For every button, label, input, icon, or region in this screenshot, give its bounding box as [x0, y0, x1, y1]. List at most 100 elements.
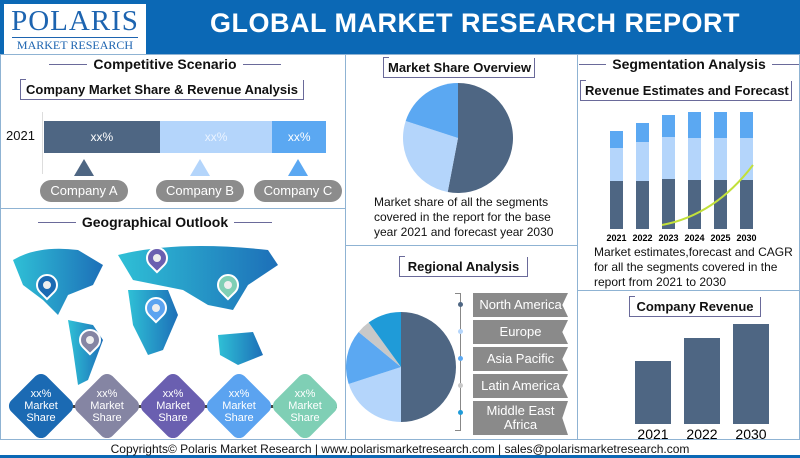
region-dot: [458, 302, 463, 307]
logo-bottom: MARKET RESEARCH: [12, 37, 138, 52]
market-share-label: xx% Market Share: [11, 388, 71, 424]
pie-slice: [401, 312, 456, 422]
market-share-label: xx% Market Share: [275, 388, 335, 424]
market-share-text: xx%: [162, 388, 184, 400]
regional-title: Regional Analysis: [399, 256, 528, 277]
stacked-bar-segment: [610, 131, 623, 148]
market-share-text: Market: [90, 400, 124, 412]
stacked-bar-segment: [688, 180, 701, 229]
x-tick-label: 2030: [736, 233, 756, 243]
axis-line: [42, 112, 43, 174]
stacked-bar-segment: [740, 112, 753, 138]
pin-dot: [222, 279, 234, 291]
region-dot: [458, 329, 463, 334]
world-map: [13, 246, 278, 385]
pin-dot: [84, 334, 96, 346]
company-label: Company A: [40, 180, 128, 202]
triangle-marker: [190, 159, 210, 176]
logo: POLARIS MARKET RESEARCH: [4, 4, 146, 54]
bracket: [455, 293, 461, 431]
revenue-bar: [733, 324, 769, 424]
competitive-title: Competitive Scenario: [30, 56, 300, 72]
stacked-bar-segment: [636, 142, 649, 181]
pie-slice: [403, 121, 458, 193]
market-share-text: xx%: [30, 388, 52, 400]
region-dot: [458, 410, 463, 415]
share-segment: xx%: [272, 121, 326, 153]
pie-slice: [346, 331, 401, 384]
company-revenue-title: Company Revenue: [629, 296, 761, 317]
region-tag: Asia Pacific: [473, 347, 568, 371]
header: POLARIS MARKET RESEARCH GLOBAL MARKET RES…: [0, 0, 800, 54]
market-share-text: xx%: [96, 388, 118, 400]
region-tag: Europe: [473, 320, 568, 344]
share-segment: xx%: [159, 121, 273, 153]
stacked-bar-segment: [610, 148, 623, 181]
share-segment: xx%: [44, 121, 160, 153]
competitive-subtitle: Company Market Share & Revenue Analysis: [20, 79, 304, 100]
pie-slice: [447, 83, 513, 193]
page-title: GLOBAL MARKET RESEARCH REPORT: [209, 8, 741, 38]
stacked-bar-segment: [636, 123, 649, 142]
market-share-title: Market Share Overview: [383, 57, 535, 78]
revenue-bar: [635, 361, 671, 424]
region-tag: Middle East Africa: [473, 401, 568, 435]
stacked-bar-segment: [714, 138, 727, 180]
segmentation-description: Market estimates,forecast and CAGR for a…: [594, 245, 793, 289]
triangle-marker: [288, 159, 308, 176]
x-tick-label: 2030: [735, 426, 766, 442]
pie-slice: [368, 312, 401, 367]
stacked-bar-segment: [662, 137, 675, 179]
trend-line: [661, 164, 754, 226]
triangle-marker: [74, 159, 94, 176]
market-share-text: xx%: [294, 388, 316, 400]
stacked-bar-segment: [688, 138, 701, 180]
market-share-text: Market: [24, 400, 58, 412]
market-share-text: Share: [290, 412, 320, 424]
market-share-text: Market: [288, 400, 322, 412]
stacked-bar-segment: [740, 180, 753, 229]
market-share-text: Share: [92, 412, 122, 424]
pin-dot: [151, 252, 163, 264]
company-revenue-chart: 2021 2022 2030: [635, 324, 769, 442]
logo-top: POLARIS: [11, 5, 139, 37]
x-tick-label: 2021: [606, 233, 626, 243]
company-label: Company C: [254, 180, 342, 202]
company-label: Company B: [156, 180, 244, 202]
pie-slice: [405, 83, 458, 138]
region-dot: [458, 356, 463, 361]
stacked-bar-segment: [636, 181, 649, 229]
market-share-text: Share: [158, 412, 188, 424]
market-share-text: Market: [222, 400, 256, 412]
region-tag: Latin America: [473, 374, 568, 398]
market-share-text: xx%: [228, 388, 250, 400]
x-tick-label: 2025: [710, 233, 730, 243]
regional-pie: [346, 312, 456, 422]
pie-slice: [348, 367, 401, 422]
segmentation-subtitle: Revenue Estimates and Forecast: [580, 80, 792, 101]
region-dot: [458, 383, 463, 388]
pin-dot: [41, 279, 53, 291]
region-tag: North America: [473, 293, 568, 317]
x-tick-label: 2024: [684, 233, 704, 243]
stacked-bar-segment: [610, 181, 623, 229]
market-share-label: xx% Market Share: [209, 388, 269, 424]
footer: Copyrights© Polaris Market Research | ww…: [0, 440, 800, 458]
market-share-description: Market share of all the segments covered…: [374, 195, 554, 239]
x-tick-label: 2022: [632, 233, 652, 243]
pie-slice: [358, 322, 401, 367]
pin-dot: [150, 302, 162, 314]
market-share-text: Share: [26, 412, 56, 424]
stacked-bar-segment: [714, 180, 727, 229]
x-tick-label: 2021: [637, 426, 668, 442]
stacked-bar-segment: [714, 112, 727, 138]
market-share-text: Market: [156, 400, 190, 412]
stacked-bar-segment: [688, 112, 701, 138]
revenue-bar: [684, 338, 720, 424]
market-share-pie: [403, 83, 513, 193]
stacked-bar-segment: [662, 115, 675, 137]
x-tick-label: 2022: [686, 426, 717, 442]
share-bar: xx% xx% xx%: [44, 121, 326, 153]
x-tick-label: 2023: [658, 233, 678, 243]
stacked-bar-segment: [662, 179, 675, 229]
